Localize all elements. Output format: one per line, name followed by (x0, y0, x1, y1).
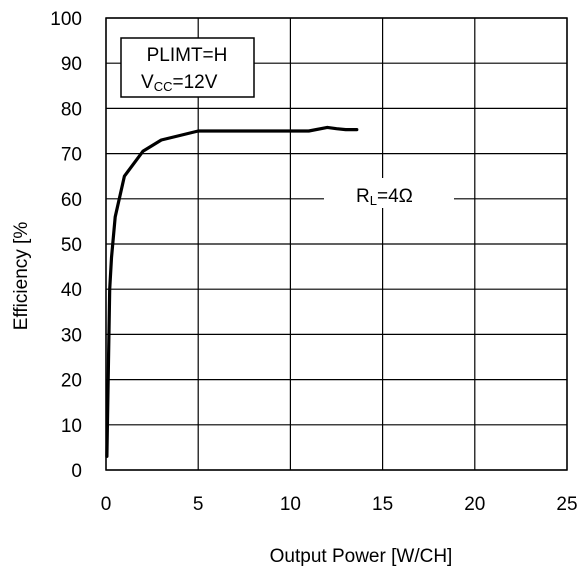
y-tick-label: 30 (61, 325, 82, 346)
y-tick-label: 20 (61, 371, 82, 392)
efficiency-series-line (105, 125, 359, 458)
y-tick-label: 90 (61, 54, 82, 75)
x-tick-label: 25 (556, 494, 577, 515)
y-tick-label: 0 (71, 461, 82, 482)
x-axis-label: Output Power [W/CH] (270, 546, 453, 567)
ticks: 0 5 10 15 20 25 0 10 20 30 40 50 60 70 80 90 100 (50, 9, 577, 515)
x-tick-label: 15 (372, 494, 393, 515)
x-tick-label: 0 (101, 494, 112, 515)
series-label-text: RL=4Ω (356, 186, 413, 208)
x-tick-label: 5 (193, 494, 204, 515)
y-tick-label: 60 (61, 190, 82, 211)
series-label-bg (324, 178, 454, 208)
y-axis-label: Efficiency [% (11, 222, 32, 331)
y-tick-label: 40 (61, 280, 82, 301)
y-tick-label: 100 (50, 9, 82, 30)
x-tick-label: 10 (280, 494, 301, 515)
y-tick-label: 10 (61, 416, 82, 437)
x-tick-label: 20 (464, 494, 485, 515)
condition-annotation: PLIMT=H VCC=12V (120, 37, 255, 98)
condition-line2: VCC=12V (141, 72, 218, 94)
y-tick-label: 80 (61, 99, 82, 120)
series-label: RL=4Ω (324, 178, 454, 208)
plot-frame (105, 17, 568, 471)
condition-box (120, 37, 255, 98)
y-tick-label: 70 (61, 145, 82, 166)
condition-line1: PLIMT=H (147, 45, 228, 66)
y-tick-label: 50 (61, 235, 82, 256)
